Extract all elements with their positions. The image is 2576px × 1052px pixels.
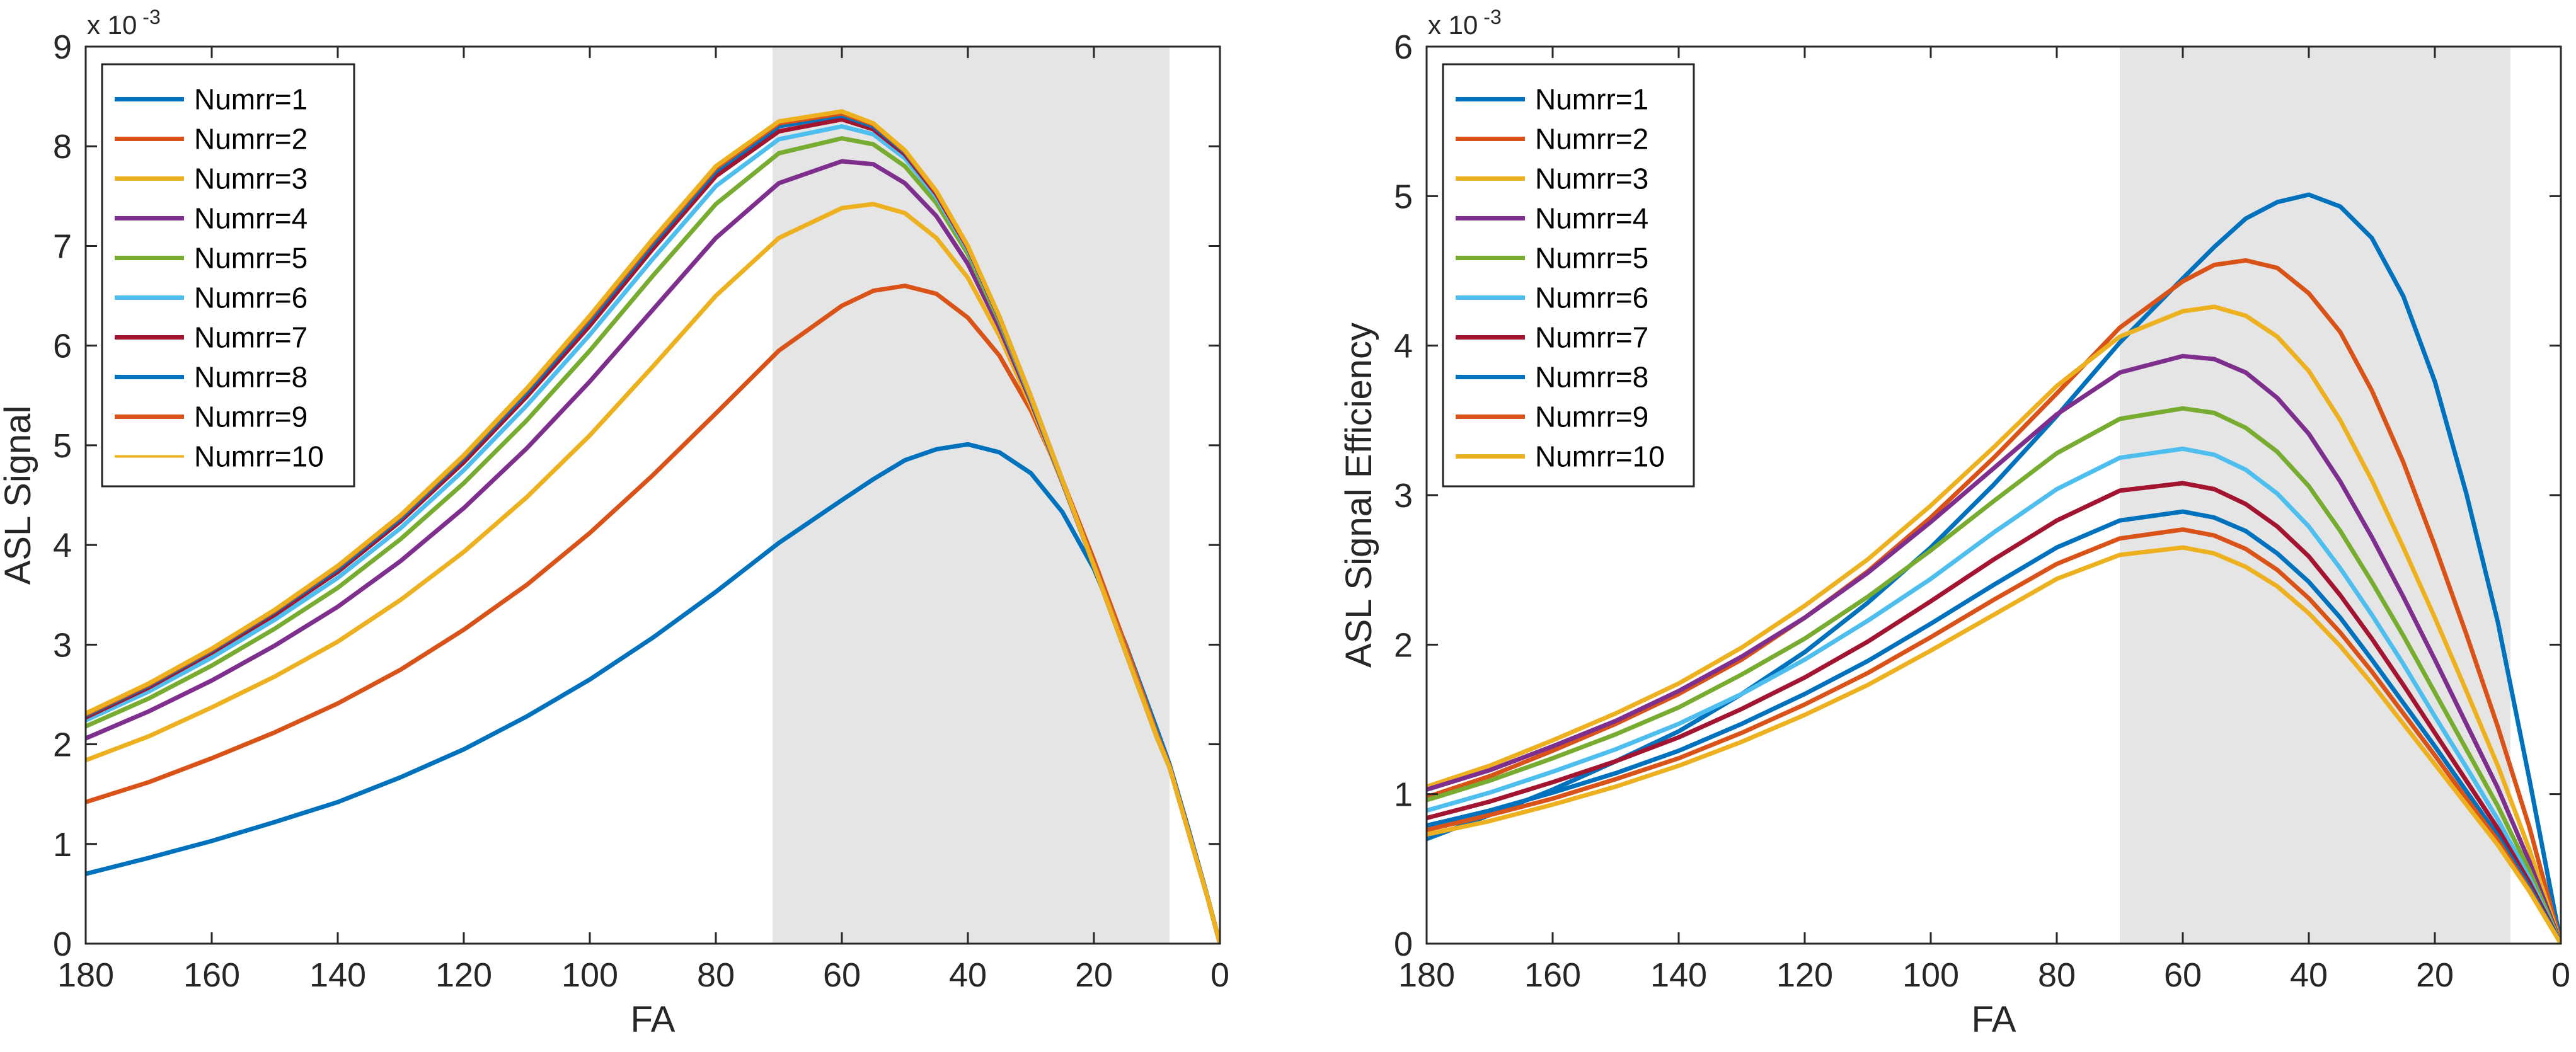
y-tick-label: 4 xyxy=(1394,328,1413,365)
y-tick-label: 8 xyxy=(53,128,72,166)
y-axis-label: ASL Signal xyxy=(0,406,38,585)
legend: Numrr=1 Numrr=2 Numrr=3 Numrr=4 Numrr=5 Numrr… xyxy=(1442,63,1695,488)
x-tick-label: 80 xyxy=(697,956,735,994)
legend-entry-8: Numrr=8 xyxy=(1535,361,1648,394)
series-line-6 xyxy=(1427,446,2561,944)
y-tick-label: 7 xyxy=(53,227,72,265)
x-tick-label: 180 xyxy=(57,956,114,994)
series-line-10 xyxy=(86,109,1220,944)
x-tick-label: 40 xyxy=(2290,956,2328,994)
x-tick-label: 60 xyxy=(823,956,861,994)
y-tick-label: 0 xyxy=(53,925,72,963)
exponent-base: x 10 xyxy=(87,10,137,40)
x-tick-label: 80 xyxy=(2038,956,2076,994)
shaded-region xyxy=(773,47,1170,944)
series-line-1 xyxy=(1427,192,2561,944)
legend-entry-3: Numrr=3 xyxy=(1535,163,1648,195)
x-axis-label: FA xyxy=(631,999,676,1040)
series-line-10 xyxy=(1427,545,2561,944)
y-tick-label: 0 xyxy=(1394,925,1413,963)
x-tick-label: 120 xyxy=(1776,956,1833,994)
x-tick-label: 140 xyxy=(309,956,366,994)
y-tick-label: 5 xyxy=(53,427,72,465)
legend-entry-1: Numrr=1 xyxy=(194,83,308,116)
legend-entry-2: Numrr=2 xyxy=(1535,123,1648,156)
legend-entry-6: Numrr=6 xyxy=(1535,282,1648,314)
legend-entry-9: Numrr=9 xyxy=(194,401,308,433)
x-tick-label: 160 xyxy=(1524,956,1581,994)
series-lines xyxy=(86,109,1220,944)
series-line-7 xyxy=(1427,481,2561,944)
x-tick-label: 0 xyxy=(1210,956,1229,994)
y-tick-label: 3 xyxy=(53,626,72,664)
legend-entry-1: Numrr=1 xyxy=(1535,83,1648,116)
legend-box xyxy=(1442,63,1695,488)
legend-entry-6: Numrr=6 xyxy=(194,282,308,314)
x-tick-label: 180 xyxy=(1398,956,1455,994)
legend-entry-5: Numrr=5 xyxy=(194,242,308,275)
x-tick-label: 20 xyxy=(1075,956,1113,994)
x-tick-label: 160 xyxy=(183,956,240,994)
legend-entry-5: Numrr=5 xyxy=(1535,242,1648,275)
x-tick-label: 100 xyxy=(1902,956,1959,994)
y-tick-label: 3 xyxy=(1394,477,1413,515)
x-tick-label: 100 xyxy=(561,956,618,994)
series-line-9 xyxy=(1427,527,2561,944)
legend-entry-4: Numrr=4 xyxy=(1535,202,1648,235)
legend-entry-8: Numrr=8 xyxy=(194,361,308,394)
legend-entry-4: Numrr=4 xyxy=(194,202,308,235)
y-axis-label: ASL Signal Efficiency xyxy=(1338,323,1379,668)
chart-asl-signal-efficiency: 180 160 140 120 100 80 60 40 20 0 0 1 2 3 4 5 6 x 10 -3 FA… xyxy=(1338,6,2570,1040)
exponent-base: x 10 xyxy=(1428,10,1478,40)
y-tick-label: 1 xyxy=(53,826,72,864)
legend-entry-10: Numrr=10 xyxy=(1535,440,1665,473)
x-tick-label: 40 xyxy=(949,956,987,994)
series-line-4 xyxy=(1427,353,2561,944)
y-tick-label: 6 xyxy=(53,328,72,365)
y-tick-label: 5 xyxy=(1394,178,1413,215)
y-tick-label: 6 xyxy=(1394,28,1413,66)
x-tick-label: 60 xyxy=(2164,956,2202,994)
series-line-2 xyxy=(1427,258,2561,944)
y-tick-label: 4 xyxy=(53,527,72,564)
chart-asl-signal: 180 160 140 120 100 80 60 40 20 0 0 1 2 3 4 5 6 7 8 9 x 10 -… xyxy=(0,6,1229,1040)
legend-entry-2: Numrr=2 xyxy=(194,123,308,156)
x-tick-label: 140 xyxy=(1650,956,1707,994)
series-lines xyxy=(1427,192,2561,944)
exponent-label: x 10 -3 xyxy=(1428,6,1502,40)
y-tick-label: 1 xyxy=(1394,776,1413,814)
series-line-8 xyxy=(1427,509,2561,944)
legend-entry-7: Numrr=7 xyxy=(194,321,308,354)
y-tick-label: 2 xyxy=(53,726,72,764)
legend-entry-3: Numrr=3 xyxy=(194,163,308,195)
legend-entry-9: Numrr=9 xyxy=(1535,401,1648,433)
legend: Numrr=1 Numrr=2 Numrr=3 Numrr=4 Numrr=5 Numrr… xyxy=(101,63,355,488)
y-tick-label: 2 xyxy=(1394,626,1413,664)
exponent-label: x 10 -3 xyxy=(87,6,161,40)
x-tick-label: 0 xyxy=(2551,956,2570,994)
x-axis-label: FA xyxy=(1972,999,2016,1040)
series-line-3 xyxy=(1427,304,2561,944)
legend-entry-10: Numrr=10 xyxy=(194,440,324,473)
legend-entry-7: Numrr=7 xyxy=(1535,321,1648,354)
x-tick-label: 120 xyxy=(435,956,492,994)
exponent-power: -3 xyxy=(137,6,160,28)
exponent-power: -3 xyxy=(1478,6,1501,28)
y-tick-label: 9 xyxy=(53,28,72,66)
series-line-5 xyxy=(1427,406,2561,944)
x-tick-label: 20 xyxy=(2416,956,2454,994)
axes-box xyxy=(84,45,1221,945)
